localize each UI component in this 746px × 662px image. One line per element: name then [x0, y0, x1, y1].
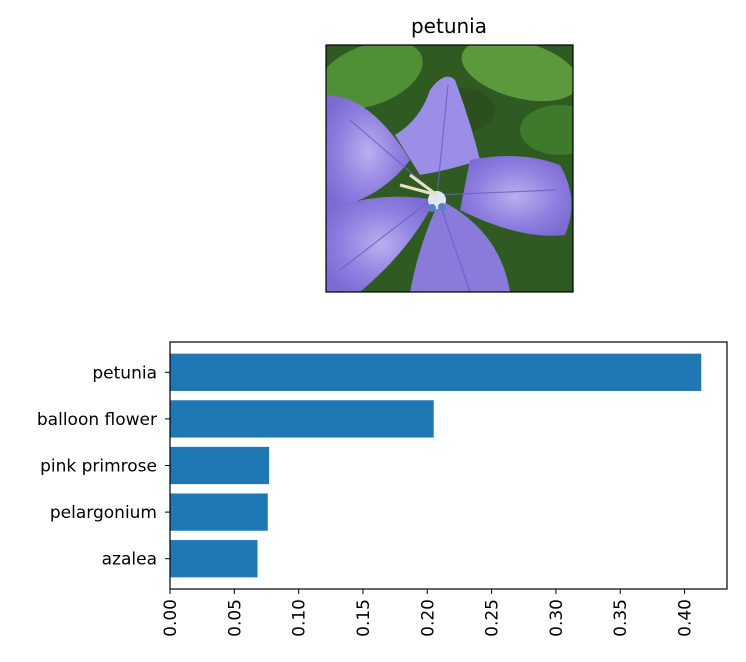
x-tick-label: 0.10: [290, 599, 310, 637]
image-title: petunia: [411, 14, 487, 38]
bar-petunia: [170, 353, 702, 391]
x-tick-label: 0.35: [611, 599, 631, 637]
x-tick-label: 0.15: [354, 599, 374, 637]
x-tick-label: 0.30: [547, 599, 567, 637]
bar-azalea: [170, 540, 258, 578]
y-tick-label: petunia: [92, 363, 157, 383]
bars-group: [170, 353, 702, 578]
y-tick-label: pink primrose: [40, 457, 157, 477]
bar-chart: petunia balloon flower pink primrose pelarg…: [37, 341, 728, 637]
y-tick-label: azalea: [102, 550, 157, 570]
x-tick-label: 0.25: [483, 599, 503, 637]
bar-pink-primrose: [170, 446, 270, 485]
bar-pelargonium: [170, 493, 268, 531]
y-tick-label: balloon flower: [37, 410, 157, 430]
bar-balloon-flower: [170, 400, 434, 438]
x-tick-label: 0.20: [418, 599, 438, 637]
x-tick-label: 0.05: [225, 599, 245, 637]
x-tick-label: 0.40: [676, 599, 696, 637]
y-tick-label: pelargonium: [50, 503, 157, 523]
axes-frame: [169, 341, 728, 590]
y-tick-labels: petunia balloon flower pink primrose pelarg…: [37, 363, 170, 570]
x-tick-label: 0.00: [161, 599, 181, 637]
x-tick-labels: 0.00 0.05 0.10 0.15 0.20 0.25 0.30 0.35 0.40: [161, 589, 696, 637]
flower-image: [325, 44, 574, 293]
